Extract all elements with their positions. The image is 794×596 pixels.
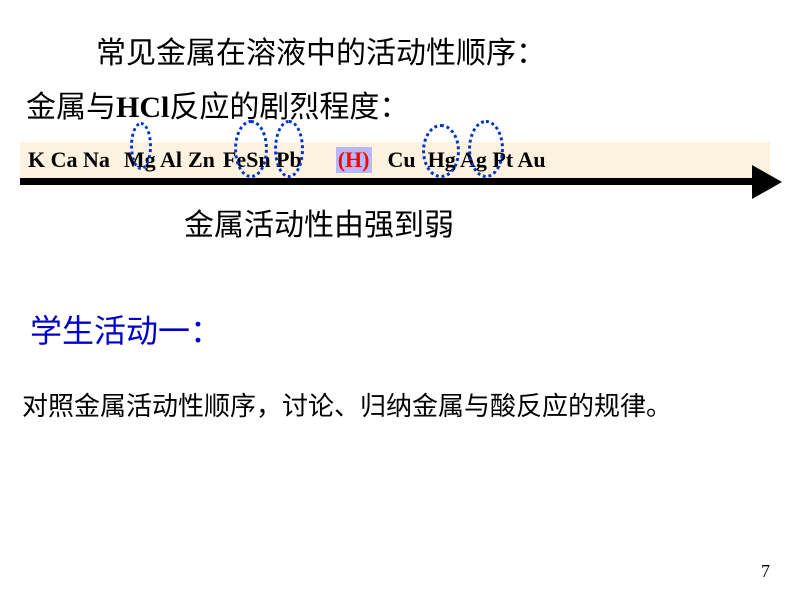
series-part1: K Ca Na — [28, 147, 110, 173]
highlight-oval-4 — [422, 124, 460, 178]
series-part3: Zn — [188, 147, 215, 173]
arrow-label: 金属活动性由强到弱 — [184, 200, 454, 244]
arrow-line — [20, 178, 756, 185]
subtitle-pre: 金属与 — [26, 91, 116, 124]
subtitle: 金属与HCl反应的剧烈程度： — [26, 82, 409, 126]
series-part5: Cu — [388, 147, 416, 173]
series-hydrogen: (H) — [336, 147, 372, 173]
activity-text: 对照金属活动性顺序，讨论、归纳金属与酸反应的规律。 — [22, 386, 672, 423]
activity-heading: 学生活动一： — [30, 306, 222, 352]
page-title: 常见金属在溶液中的活动性顺序： — [96, 28, 546, 72]
highlight-oval-2 — [234, 120, 268, 178]
highlight-oval-1 — [130, 122, 152, 170]
page-number: 7 — [761, 561, 770, 582]
subtitle-hcl: HCl — [116, 91, 169, 124]
arrow-head-icon — [752, 165, 782, 199]
highlight-oval-5 — [468, 120, 504, 178]
highlight-oval-3 — [274, 120, 304, 178]
